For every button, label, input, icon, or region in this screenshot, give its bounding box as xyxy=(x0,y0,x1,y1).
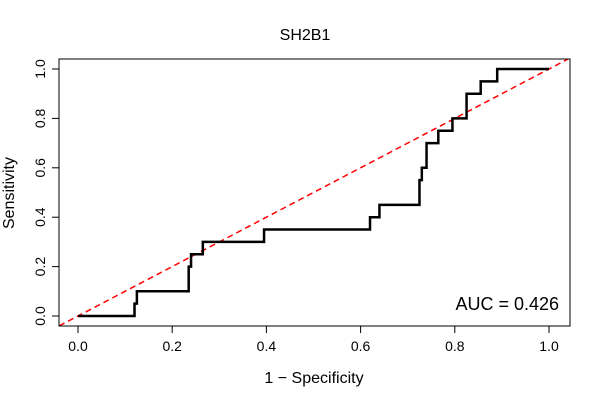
y-axis-label: Sensitivity xyxy=(1,157,18,229)
annotation-auc: AUC = 0.426 xyxy=(455,294,559,314)
x-axis: 0.0 0.2 0.4 0.6 0.8 1.0 xyxy=(68,325,559,354)
y-tick-label: 0.0 xyxy=(32,306,48,326)
x-axis-label: 1 − Specificity xyxy=(264,370,363,387)
reference-diagonal-line xyxy=(59,59,569,326)
x-tick-label: 1.0 xyxy=(539,338,559,354)
y-tick-label: 0.4 xyxy=(32,207,48,227)
x-tick-label: 0.4 xyxy=(257,338,277,354)
x-tick-label: 0.0 xyxy=(68,338,88,354)
x-tick-label: 0.8 xyxy=(445,338,465,354)
plot-frame xyxy=(58,58,571,327)
y-tick-label: 1.0 xyxy=(32,59,48,79)
y-tick-label: 0.8 xyxy=(32,108,48,128)
roc-curve-line xyxy=(78,67,549,318)
x-tick-label: 0.6 xyxy=(351,338,371,354)
y-tick-label: 0.6 xyxy=(32,158,48,178)
chart-title: SH2B1 xyxy=(280,27,331,44)
x-tick-label: 0.2 xyxy=(162,338,182,354)
plot-layer xyxy=(59,59,569,326)
y-axis: 0.0 0.2 0.4 0.6 0.8 1.0 xyxy=(32,59,60,326)
y-tick-label: 0.2 xyxy=(32,257,48,277)
